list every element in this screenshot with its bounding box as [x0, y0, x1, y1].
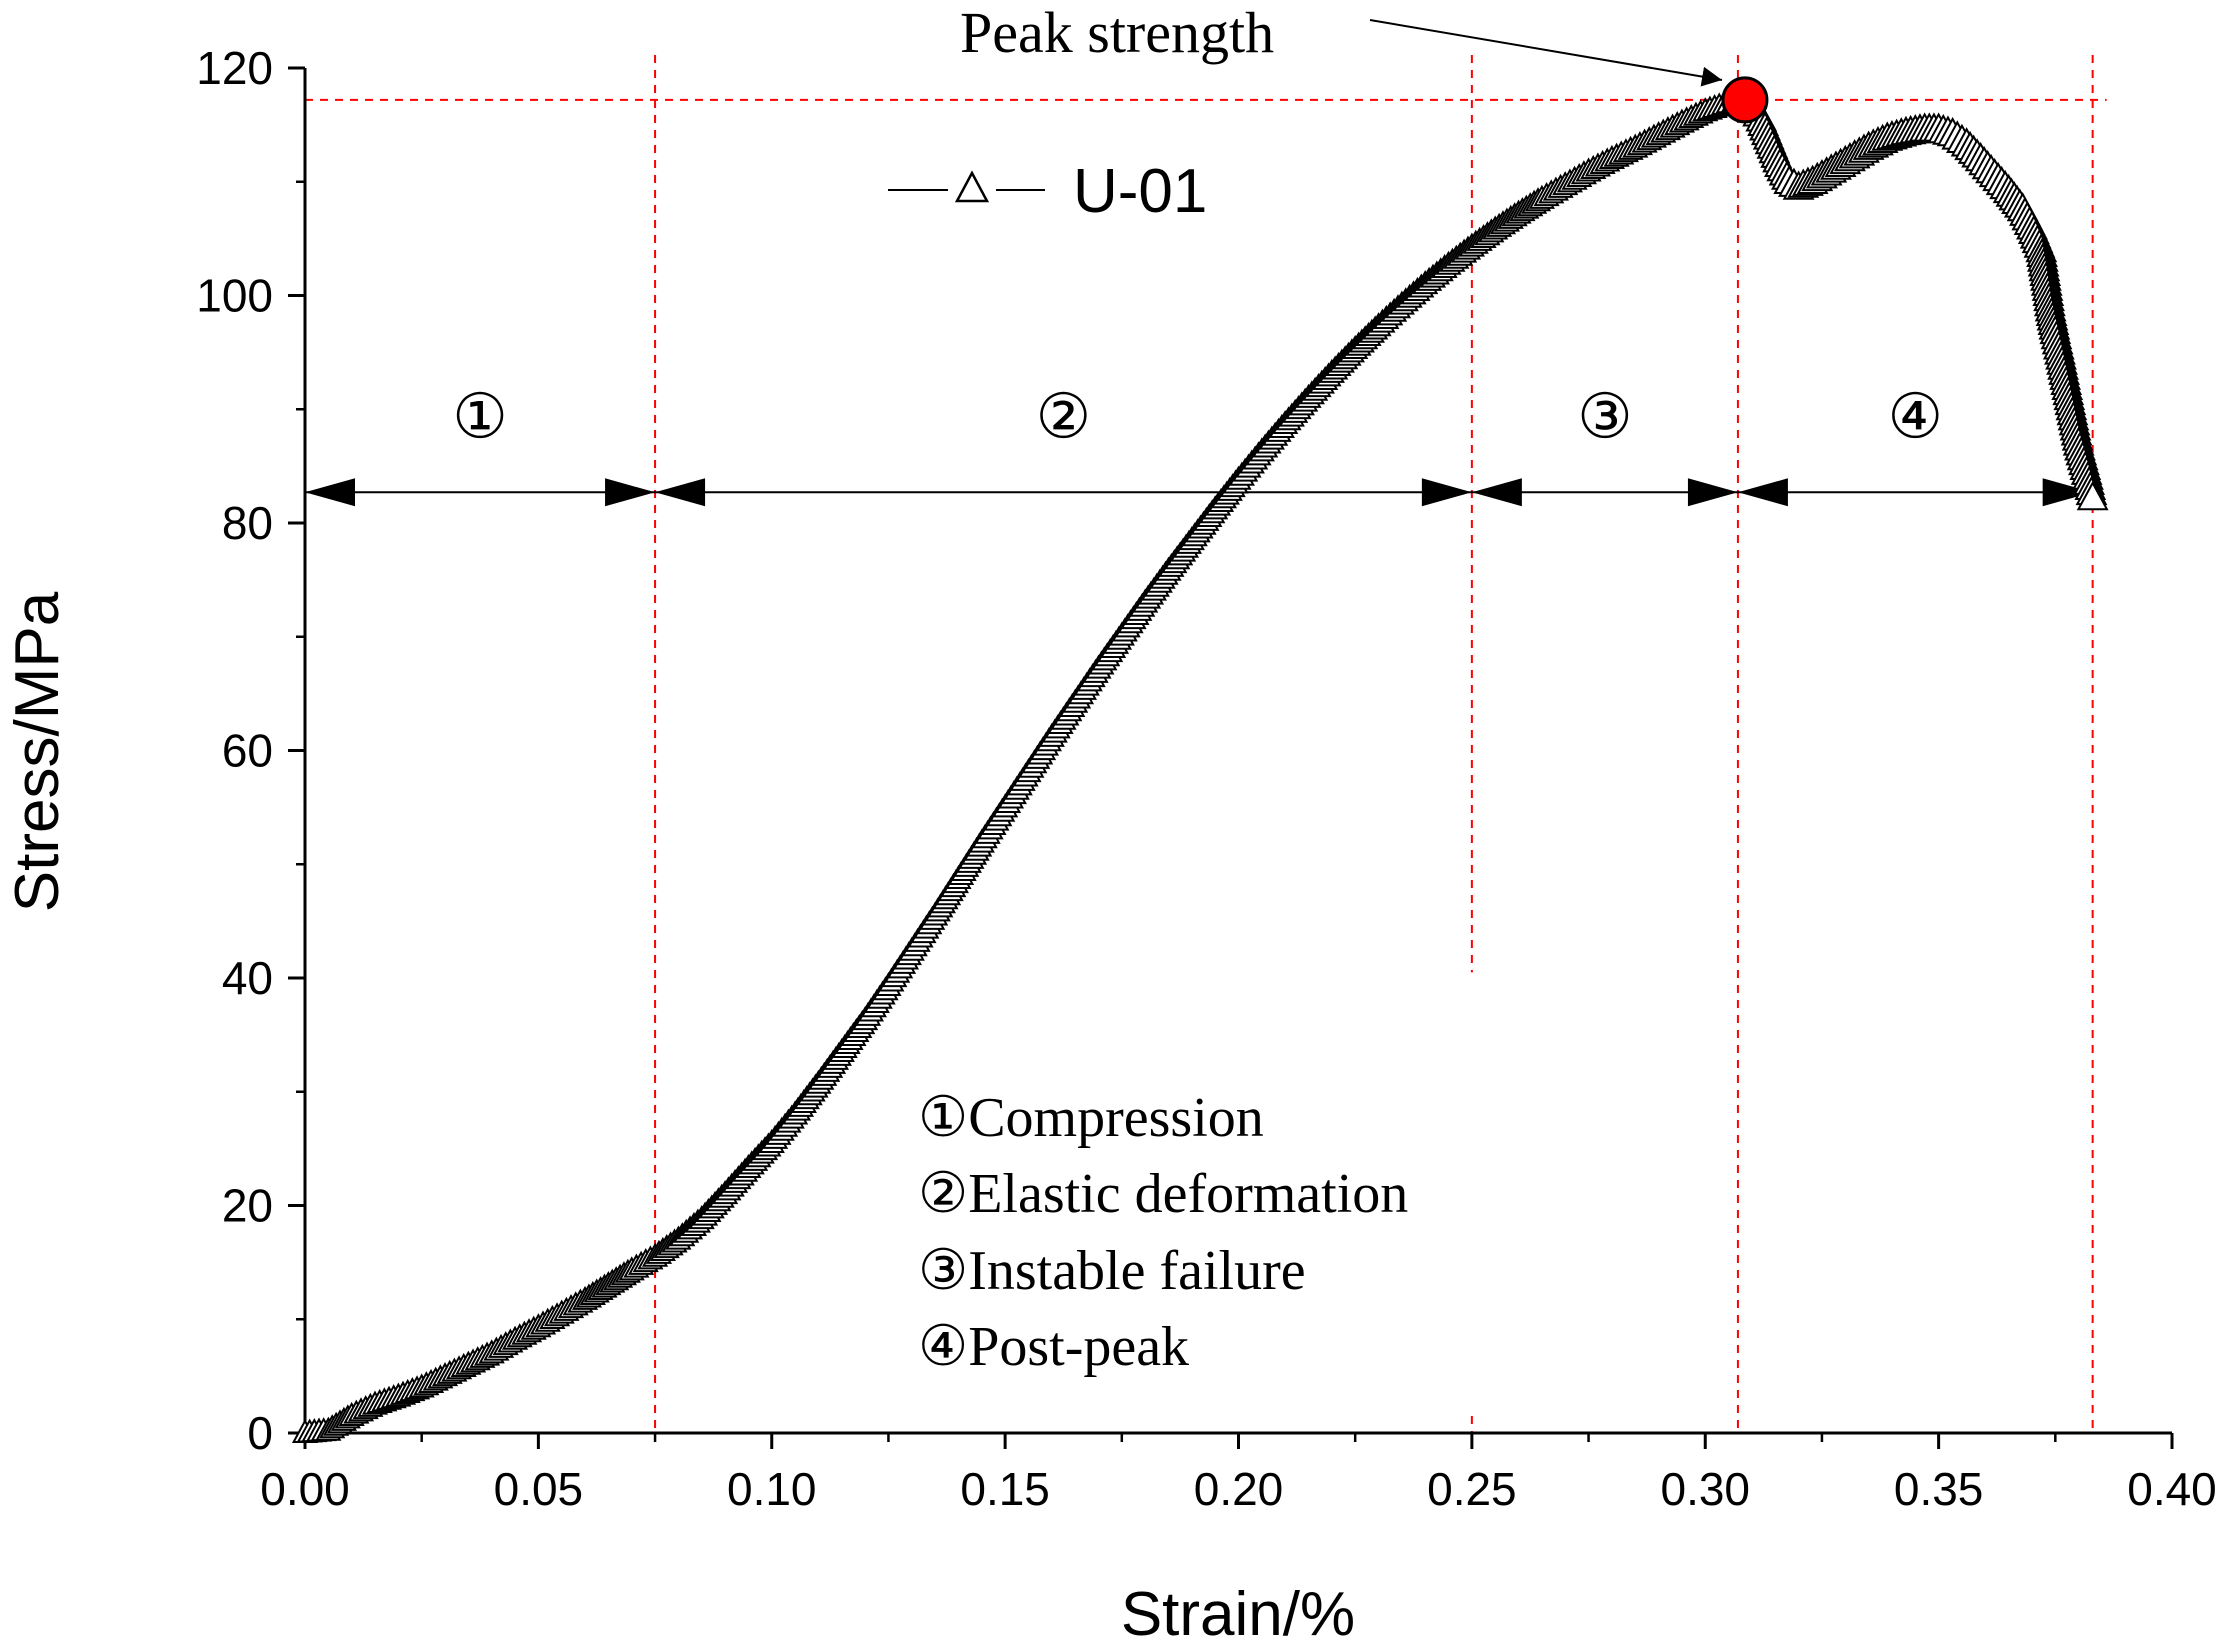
stage-key-2-name: Elastic deformation — [968, 1163, 1408, 1225]
peak-strength-point — [1721, 76, 1769, 124]
red-reference-lines — [305, 55, 2107, 1433]
stage-key-4-name: Post-peak — [968, 1316, 1189, 1378]
x-tick-label-5: 0.25 — [1427, 1463, 1517, 1515]
legend-label: U-01 — [1073, 157, 1207, 226]
stage-arrowhead-left-3 — [1471, 478, 1522, 507]
y-tick-label-0: 0 — [247, 1407, 273, 1459]
y-tick-label-3: 60 — [222, 725, 273, 777]
y-tick-label-4: 80 — [222, 497, 273, 549]
y-tick-label-1: 20 — [222, 1180, 273, 1232]
peak-strength-label: Peak strength — [960, 0, 1274, 65]
stage-arrowhead-left-2 — [655, 478, 706, 507]
stage-key-4: ④Post-peak — [918, 1316, 1189, 1378]
series-u-01-line — [304, 98, 2094, 1434]
stage-key-1-symbol: ① — [918, 1087, 968, 1149]
stage-arrowhead-right-3 — [1687, 478, 1738, 507]
axes: 0.00 0.05 0.10 0.15 0.20 0.25 0.30 0.35 0.40 0 20 4… — [196, 42, 2217, 1515]
stage-label-4: ④ — [1887, 383, 1943, 451]
stage-arrowhead-left-4 — [1737, 478, 1788, 507]
x-tick-label-2: 0.10 — [727, 1463, 817, 1515]
stage-key-2: ②Elastic deformation — [918, 1163, 1408, 1225]
stage-key-3: ③Instable failure — [918, 1240, 1306, 1302]
y-tick-label-2: 40 — [222, 952, 273, 1004]
stage-key-1-name: Compression — [968, 1087, 1264, 1149]
stage-arrowhead-right-1 — [605, 478, 656, 507]
peak-annotation: Peak strength — [960, 0, 1723, 87]
stage-arrowhead-left-1 — [305, 478, 355, 507]
stage-label-3: ③ — [1577, 383, 1633, 451]
x-tick-label-6: 0.30 — [1660, 1463, 1750, 1515]
stage-arrowhead-right-4 — [2042, 478, 2093, 507]
peak-strength-pointer — [1369, 19, 1723, 87]
x-tick-label-8: 0.40 — [2127, 1463, 2217, 1515]
stage-key-2-symbol: ② — [918, 1163, 968, 1225]
x-axis-title: Strain/% — [1121, 1580, 1355, 1645]
stage-label-1: ① — [452, 383, 508, 451]
y-tick-label-5: 100 — [196, 270, 273, 322]
stage-key-3-symbol: ③ — [918, 1240, 968, 1302]
x-tick-label-0: 0.00 — [260, 1463, 350, 1515]
data-point-marker — [2076, 480, 2109, 511]
series-u-01 — [291, 76, 2109, 1443]
stage-label-2: ② — [1036, 383, 1092, 451]
stage-key-4-symbol: ④ — [918, 1316, 968, 1378]
stage-key: ①Compression ②Elastic deformation ③Insta… — [918, 1087, 1408, 1378]
y-axis-title: Stress/MPa — [3, 591, 72, 912]
stage-key-3-name: Instable failure — [968, 1240, 1305, 1302]
x-tick-label-1: 0.05 — [494, 1463, 584, 1515]
legend-triangle-icon — [954, 170, 990, 203]
stage-key-1: ①Compression — [918, 1087, 1264, 1149]
legend: U-01 — [888, 157, 1207, 226]
x-tick-label-7: 0.35 — [1894, 1463, 1984, 1515]
x-tick-label-4: 0.20 — [1194, 1463, 1284, 1515]
stage-arrowhead-right-2 — [1421, 478, 1472, 507]
y-tick-label-6: 120 — [196, 42, 273, 94]
stage-arrows: ① ② ③ ④ — [305, 383, 2093, 507]
x-tick-label-3: 0.15 — [960, 1463, 1050, 1515]
